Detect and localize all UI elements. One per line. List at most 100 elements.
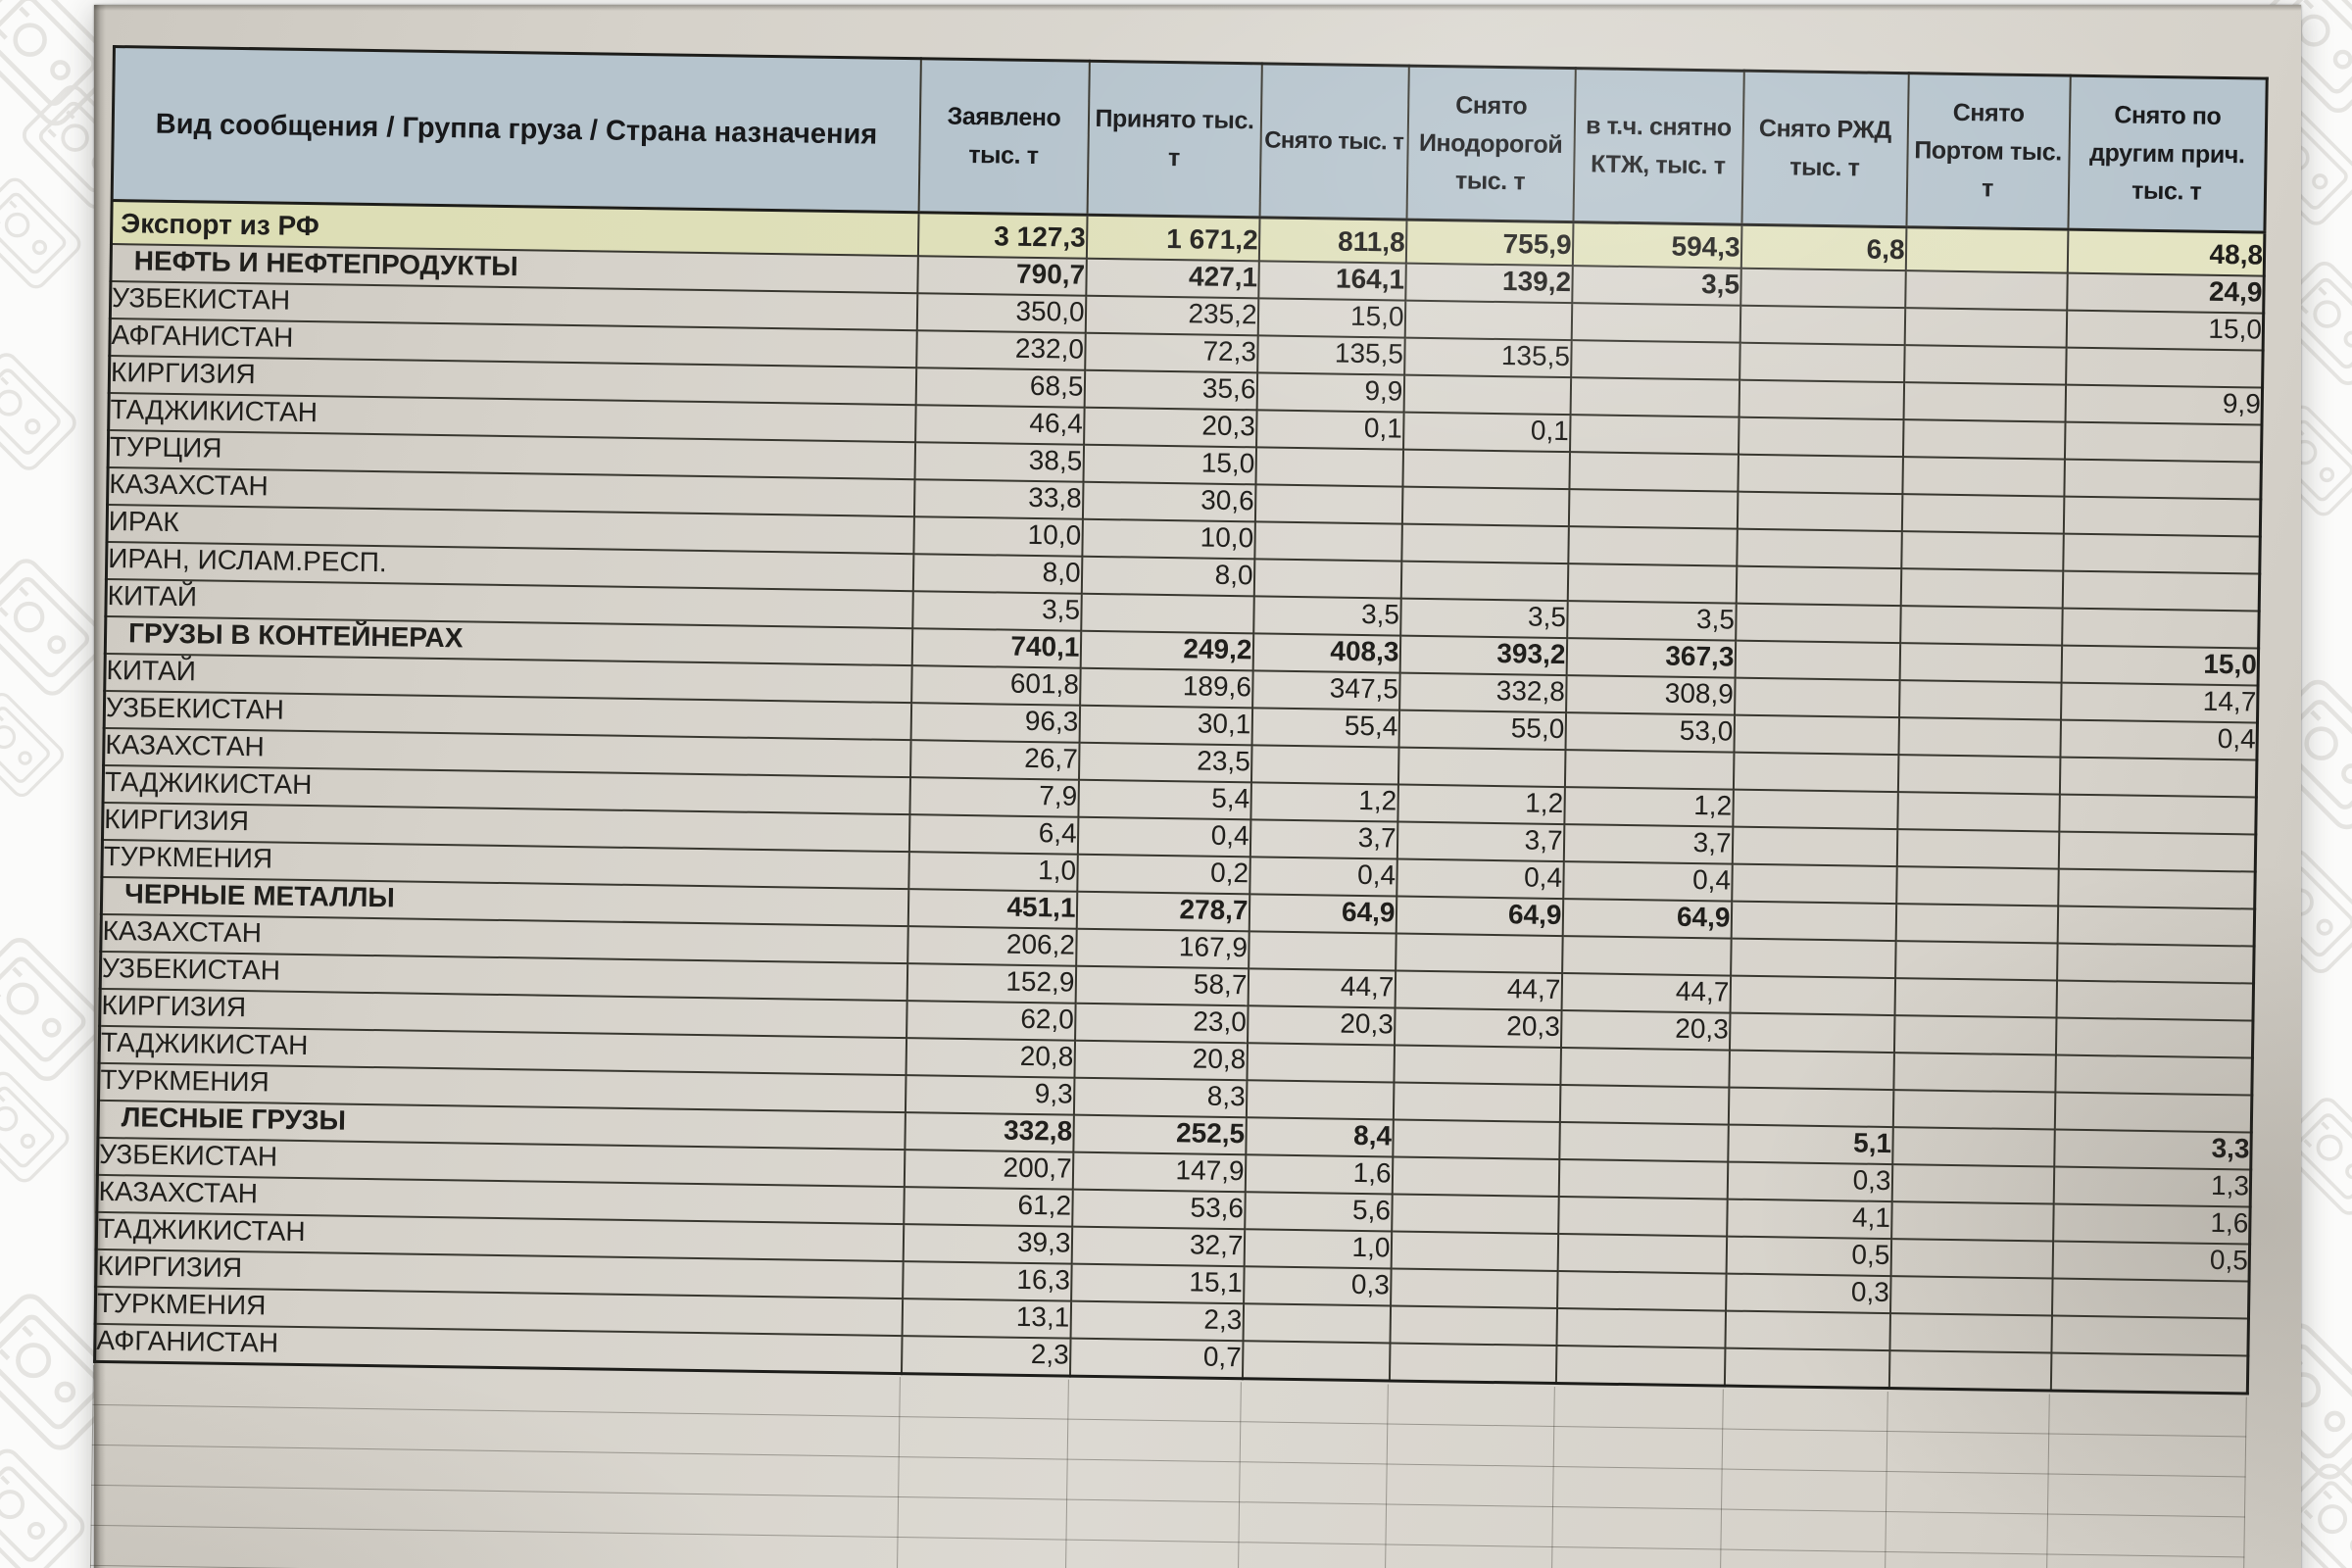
cell-value bbox=[1897, 716, 2061, 758]
cell-value bbox=[1397, 747, 1566, 787]
cell-value: 15,0 bbox=[2066, 310, 2264, 351]
empty-cell bbox=[1886, 1391, 2050, 1434]
cell-value bbox=[1730, 938, 1896, 978]
empty-cell bbox=[1385, 1544, 1552, 1568]
cell-value: 3 127,3 bbox=[917, 212, 1088, 259]
cell-value bbox=[1389, 1342, 1556, 1383]
cell-value bbox=[1731, 901, 1896, 941]
cell-value bbox=[1561, 935, 1732, 976]
cell-value: 139,2 bbox=[1404, 263, 1573, 303]
cell-value bbox=[1890, 1200, 2054, 1242]
cell-value: 249,2 bbox=[1080, 630, 1253, 670]
cell-value bbox=[1392, 1155, 1559, 1197]
cell-value bbox=[1739, 379, 1904, 419]
empty-cell bbox=[2048, 1433, 2246, 1477]
cell-value: 10,0 bbox=[1081, 518, 1255, 559]
empty-cell bbox=[1238, 1542, 1386, 1568]
cell-value bbox=[2058, 831, 2256, 872]
cell-value: 0,4 bbox=[1396, 858, 1564, 899]
cell-value bbox=[1557, 1196, 1728, 1237]
cell-value bbox=[2050, 1314, 2249, 1355]
cell-value: 20,3 bbox=[1394, 1007, 1562, 1048]
empty-cell bbox=[899, 1376, 1069, 1419]
cell-value bbox=[1728, 1050, 1894, 1090]
empty-cell bbox=[1385, 1503, 1553, 1546]
cell-value bbox=[1390, 1304, 1557, 1346]
cell-value: 601,8 bbox=[910, 664, 1081, 706]
cell-value bbox=[1732, 789, 1898, 829]
empty-cell bbox=[1720, 1548, 1886, 1568]
paper-sheet: Вид сообщения / Группа груза / Страна на… bbox=[89, 5, 2301, 1568]
cell-value: 9,9 bbox=[2065, 384, 2263, 425]
cell-value bbox=[1556, 1270, 1727, 1311]
cell-value: 367,3 bbox=[1566, 637, 1736, 678]
cell-value: 7,9 bbox=[908, 776, 1079, 817]
cell-value bbox=[1555, 1307, 1726, 1348]
cell-value bbox=[1894, 977, 2057, 1018]
cell-value bbox=[1395, 933, 1563, 973]
cell-value: 135,5 bbox=[1256, 334, 1405, 375]
cell-value: 0,4 bbox=[1249, 856, 1397, 897]
cell-value bbox=[1390, 1267, 1558, 1308]
cell-value bbox=[1897, 754, 2060, 795]
cell-value: 235,2 bbox=[1085, 295, 1258, 335]
cell-value bbox=[1568, 451, 1739, 492]
cell-value bbox=[1899, 642, 2062, 683]
cell-value: 2,3 bbox=[1070, 1300, 1244, 1341]
cell-value: 1,3 bbox=[2053, 1166, 2251, 1206]
cell-value: 62,0 bbox=[906, 1000, 1076, 1041]
empty-cell bbox=[1065, 1539, 1239, 1568]
cell-value: 740,1 bbox=[911, 627, 1081, 668]
cell-value bbox=[1730, 975, 1895, 1015]
column-header: Снято Инодорогой тыс. т bbox=[1406, 66, 1576, 222]
cell-value: 4,1 bbox=[1726, 1199, 1892, 1239]
cell-value bbox=[1728, 1087, 1893, 1127]
cell-value: 200,7 bbox=[904, 1149, 1073, 1190]
cell-value bbox=[1246, 1079, 1394, 1120]
cell-value: 46,4 bbox=[914, 404, 1085, 445]
export-report-table: Вид сообщения / Группа груза / Страна на… bbox=[93, 45, 2269, 1395]
cell-value bbox=[1888, 1312, 2052, 1352]
cell-value: 3,5 bbox=[1399, 598, 1568, 638]
cell-value: 44,7 bbox=[1395, 970, 1562, 1010]
table-tilt-wrapper: Вид сообщения / Группа груза / Страна на… bbox=[88, 45, 2269, 1568]
cell-value: 790,7 bbox=[916, 255, 1087, 296]
cell-value bbox=[1242, 1340, 1391, 1381]
cell-value: 427,1 bbox=[1085, 258, 1259, 298]
cell-value: 1,0 bbox=[907, 851, 1078, 892]
cell-value: 64,9 bbox=[1249, 893, 1396, 934]
cell-value: 20,3 bbox=[1083, 407, 1257, 447]
cell-value: 0,7 bbox=[1069, 1338, 1244, 1379]
cell-value: 189,6 bbox=[1079, 667, 1253, 708]
cell-value: 30,6 bbox=[1082, 481, 1255, 521]
empty-cell bbox=[1066, 1458, 1241, 1502]
cell-value bbox=[1731, 863, 1897, 904]
cell-value: 1,2 bbox=[1250, 781, 1398, 822]
cell-value bbox=[1391, 1193, 1559, 1234]
cell-value bbox=[2064, 421, 2262, 463]
cell-value bbox=[1555, 1345, 1725, 1386]
cell-value: 332,8 bbox=[1398, 672, 1567, 712]
cell-value: 9,9 bbox=[1256, 371, 1404, 413]
cell-value: 20,8 bbox=[1073, 1040, 1248, 1080]
cell-value bbox=[1891, 1126, 2055, 1167]
cell-value: 15,0 bbox=[2061, 645, 2259, 686]
cell-value bbox=[1401, 449, 1570, 489]
cell-value bbox=[1254, 483, 1402, 524]
empty-grid-continuation bbox=[88, 1364, 2247, 1568]
cell-value bbox=[1568, 488, 1738, 529]
cell-value: 1,0 bbox=[1244, 1228, 1392, 1268]
cell-value: 0,1 bbox=[1402, 412, 1571, 452]
cell-value: 408,3 bbox=[1252, 632, 1400, 673]
cell-value bbox=[1904, 270, 2068, 311]
cell-value: 68,5 bbox=[915, 367, 1085, 408]
column-header: Снято РЖД тыс. т bbox=[1740, 71, 1909, 227]
cell-value bbox=[2057, 868, 2256, 909]
empty-cell bbox=[1240, 1381, 1389, 1424]
column-header: Снято по другим прич. тыс. т bbox=[2067, 75, 2268, 233]
cell-value: 811,8 bbox=[1258, 217, 1407, 264]
empty-cell bbox=[1065, 1498, 1240, 1543]
cell-value: 308,9 bbox=[1565, 674, 1736, 715]
cell-value bbox=[1567, 525, 1738, 566]
empty-cell bbox=[1551, 1545, 1721, 1568]
